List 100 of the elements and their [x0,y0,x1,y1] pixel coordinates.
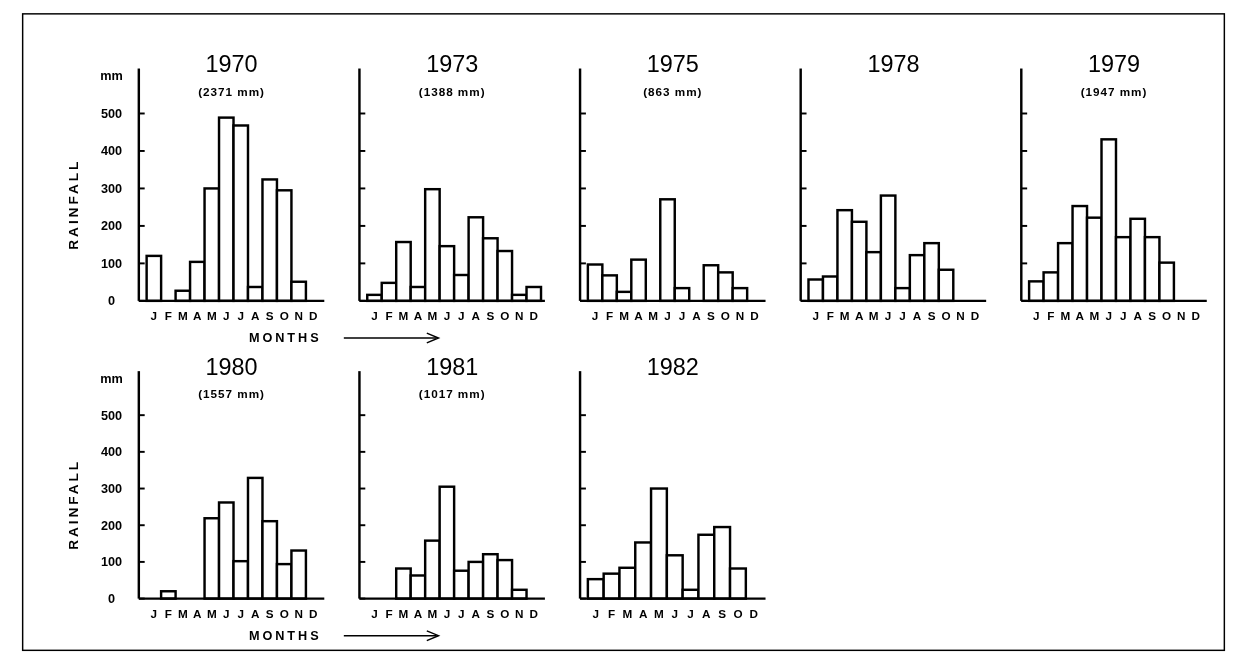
x-tick-label: J [899,309,906,323]
x-tick-label: S [265,309,274,323]
x-tick-label: F [164,607,172,621]
x-tick-label: J [884,309,892,323]
x-tick-label: A [193,607,203,621]
x-tick-label: S [927,309,936,323]
x-tick-label: A [702,607,712,621]
x-tick-label: F [606,309,614,323]
x-tick-label: M [622,607,633,621]
x-tick-label: A [193,309,203,323]
x-tick-label: D [750,309,759,323]
x-tick-label: O [720,309,730,323]
x-tick-label: A [471,309,481,323]
x-tick-label: N [1176,309,1186,323]
x-tick-label: S [486,607,495,621]
x-tick-label: O [733,607,743,621]
x-tick-label: A [413,309,423,323]
x-tick-label: J [150,309,158,323]
x-tick-label: A [854,309,864,323]
x-tick-label: D [529,309,538,323]
y-tick-label: 200 [100,219,123,234]
text: (1017 mm) [418,387,486,401]
x-axis-title: MONTHS [248,628,322,643]
y-axis-title: RAINFALL [66,158,82,250]
x-tick-label: J [223,309,230,323]
x-tick-label: M [427,309,438,323]
x-tick-label: O [941,309,951,323]
x-tick-label: J [687,607,694,621]
x-tick-label: M [206,607,217,621]
x-tick-label: A [912,309,922,323]
text: mm [100,69,123,84]
x-tick-label: D [308,309,318,323]
x-tick-label: O [500,309,510,323]
y-tick-label: 200 [100,518,123,533]
x-tick-label: M [206,309,217,323]
x-tick-label: N [294,607,303,621]
x-tick-label: J [371,607,378,621]
text: (2371 mm) [198,84,265,98]
chart-title: 1981 [426,354,479,381]
chart-title: 1980 [205,354,258,381]
x-tick-label: M [177,309,188,323]
x-tick-label: J [671,607,679,621]
x-tick-label: D [308,607,318,621]
x-axis-title: MONTHS [248,330,322,345]
chart-title: 1982 [646,354,699,381]
x-tick-label: M [619,309,629,323]
x-tick-label: J [664,309,671,323]
x-tick-label: A [413,607,423,621]
x-tick-label: J [812,309,819,323]
y-tick-label: 0 [107,294,116,309]
x-tick-label: D [970,309,980,323]
x-tick-label: A [251,309,261,323]
x-tick-label: A [692,309,702,323]
y-tick-label: 100 [100,555,123,570]
x-tick-label: F [164,309,172,323]
x-tick-label: N [515,309,524,323]
x-tick-label: A [634,309,644,323]
x-tick-label: J [591,309,599,323]
x-tick-label: J [223,607,230,621]
x-tick-label: O [500,607,510,621]
text: (1388 mm) [418,84,486,98]
x-tick-label: M [177,607,188,621]
x-tick-label: S [707,309,716,323]
x-tick-label: S [1148,309,1157,323]
x-tick-label: J [1033,309,1040,323]
x-tick-label: A [638,607,648,621]
x-tick-label: A [471,607,481,621]
chart-title: 1978 [867,51,920,78]
x-tick-label: M [868,309,879,323]
x-tick-label: N [956,309,965,323]
x-tick-label: F [385,607,393,621]
chart-title: 1975 [646,51,699,78]
y-tick-label: 500 [100,106,123,121]
x-tick-label: J [443,309,451,323]
x-tick-label: N [735,309,745,323]
x-tick-label: J [237,607,245,621]
text: (1947 mm) [1080,84,1148,98]
x-tick-label: J [1119,309,1127,323]
x-tick-label: N [294,309,303,323]
chart-title: 1979 [1088,51,1141,78]
x-tick-label: F [607,607,616,621]
x-tick-label: S [486,309,495,323]
x-tick-label: J [458,309,465,323]
x-tick-label: J [592,607,600,621]
x-tick-label: O [279,309,289,323]
y-axis-title: RAINFALL [66,458,82,550]
chart-title: 1970 [205,51,258,78]
y-tick-label: 0 [107,592,116,607]
x-tick-label: F [826,309,834,323]
x-tick-label: J [443,607,451,621]
x-tick-label: J [1105,309,1113,323]
x-tick-label: O [1162,309,1172,323]
x-tick-label: S [718,607,727,621]
x-tick-label: J [237,309,245,323]
x-tick-label: N [515,607,524,621]
y-tick-label: 300 [100,481,123,496]
x-tick-label: S [265,607,274,621]
x-tick-label: M [1089,309,1100,323]
x-tick-label: J [678,309,686,323]
x-tick-label: J [150,607,158,621]
